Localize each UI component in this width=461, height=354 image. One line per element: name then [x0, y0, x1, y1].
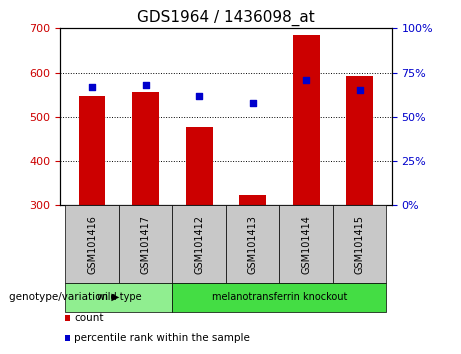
Text: GSM101416: GSM101416: [87, 215, 97, 274]
Point: [142, 82, 149, 88]
Bar: [346, 76, 373, 205]
Bar: [293, 35, 319, 205]
Text: genotype/variation ▶: genotype/variation ▶: [9, 292, 119, 302]
Text: GSM101415: GSM101415: [355, 215, 365, 274]
Text: count: count: [74, 313, 104, 323]
Bar: [132, 92, 159, 205]
Bar: [79, 96, 106, 205]
Point: [356, 87, 363, 93]
Point: [249, 100, 256, 105]
Point: [89, 84, 96, 90]
Point: [302, 77, 310, 82]
Text: percentile rank within the sample: percentile rank within the sample: [74, 333, 250, 343]
Bar: [186, 126, 213, 205]
Point: [195, 93, 203, 98]
Text: melanotransferrin knockout: melanotransferrin knockout: [212, 292, 347, 302]
Text: GSM101417: GSM101417: [141, 215, 151, 274]
Text: GSM101412: GSM101412: [194, 215, 204, 274]
Text: GSM101414: GSM101414: [301, 215, 311, 274]
Text: wild type: wild type: [96, 292, 141, 302]
Text: GSM101413: GSM101413: [248, 215, 258, 274]
Bar: [239, 195, 266, 205]
Title: GDS1964 / 1436098_at: GDS1964 / 1436098_at: [137, 9, 315, 25]
